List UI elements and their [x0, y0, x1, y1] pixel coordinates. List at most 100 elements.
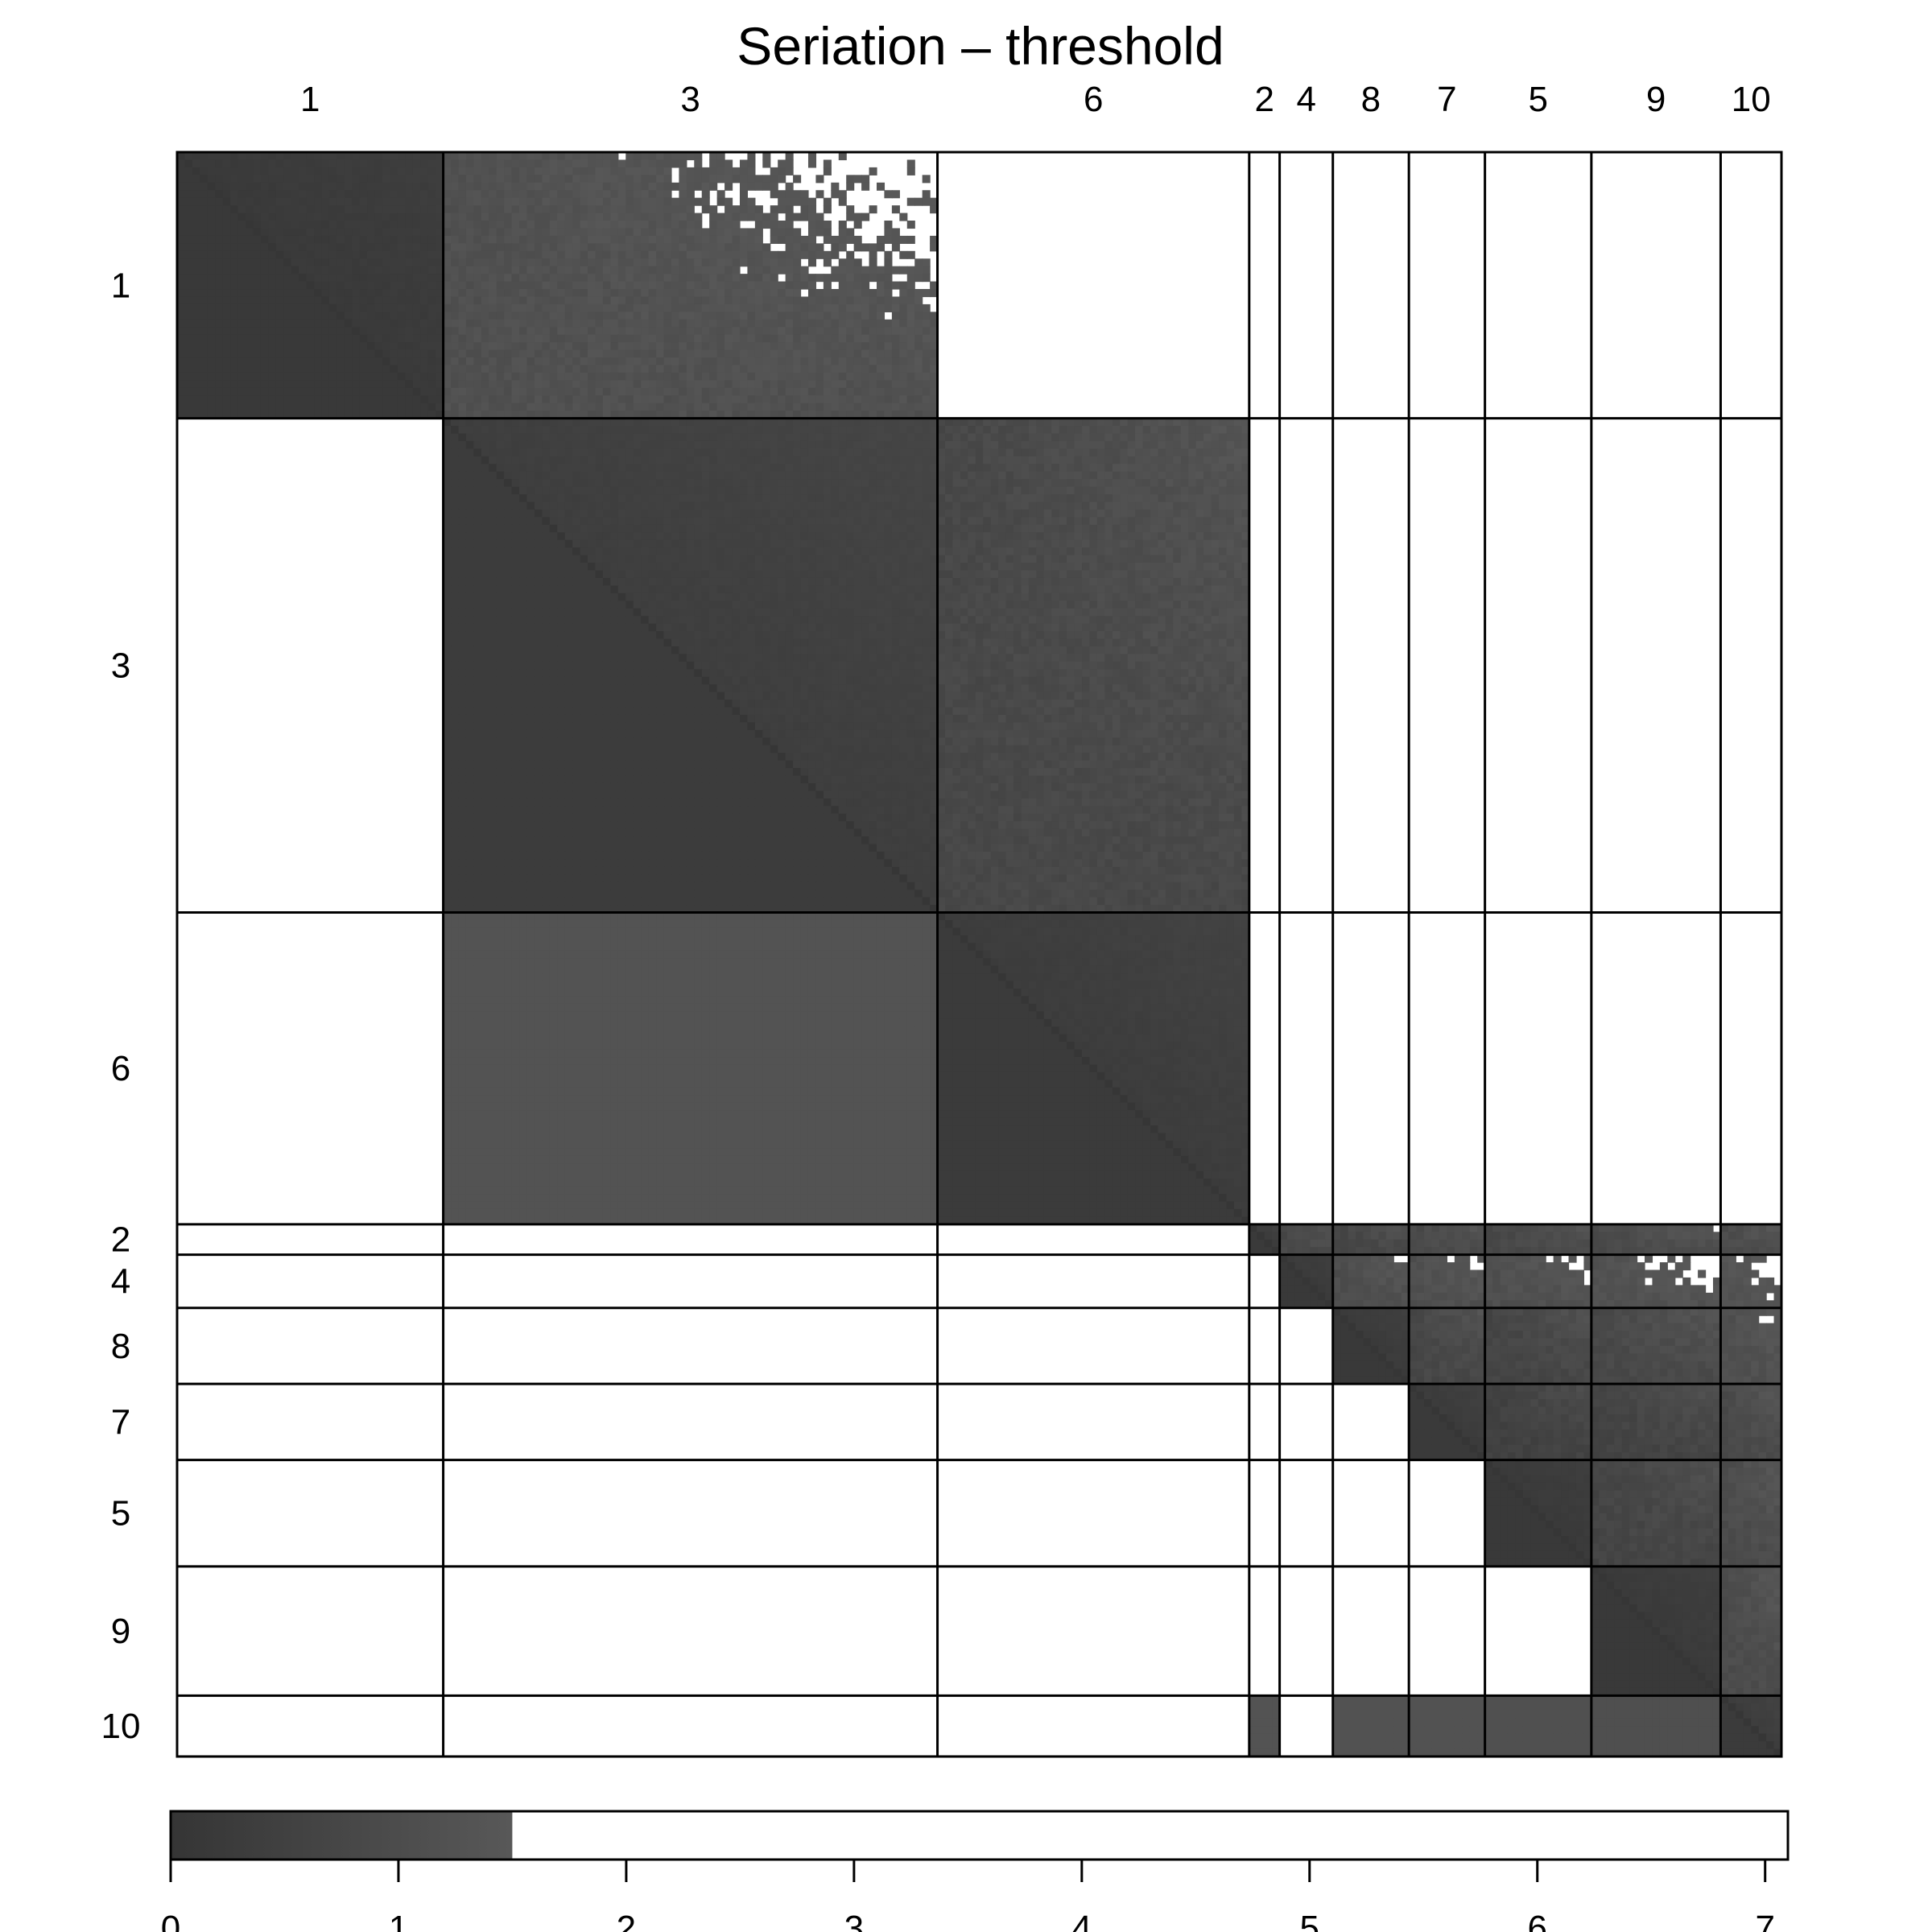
- heatmap-cell: [838, 502, 847, 510]
- heatmap-cell: [237, 197, 246, 206]
- heatmap-cell: [975, 456, 984, 464]
- heatmap-cell: [184, 380, 193, 389]
- heatmap-cell: [914, 479, 923, 488]
- heatmap-cell: [1173, 426, 1182, 435]
- heatmap-cell: [549, 281, 558, 290]
- heatmap-cell: [283, 387, 292, 396]
- heatmap-cell: [427, 159, 436, 168]
- heatmap-cell: [815, 494, 824, 503]
- heatmap-cell: [443, 190, 452, 199]
- heatmap-cell: [405, 312, 414, 320]
- heatmap-cell: [1059, 433, 1067, 442]
- heatmap-cell: [861, 319, 870, 328]
- heatmap-cell: [747, 448, 756, 457]
- heatmap-cell: [1021, 433, 1030, 442]
- heatmap-cell: [1013, 532, 1022, 541]
- heatmap-cell: [1043, 440, 1052, 449]
- heatmap-cell: [648, 387, 657, 396]
- heatmap-cell: [876, 464, 886, 473]
- heatmap-cell: [617, 433, 626, 442]
- heatmap-cell: [899, 502, 908, 510]
- heatmap-cell: [481, 167, 489, 175]
- heatmap-cell: [709, 464, 718, 473]
- heatmap-cell: [230, 221, 239, 229]
- heatmap-cell: [481, 281, 489, 290]
- heatmap-cell: [473, 517, 482, 526]
- heatmap-cell: [807, 221, 817, 229]
- heatmap-cell: [564, 395, 573, 404]
- heatmap-cell: [200, 380, 208, 389]
- heatmap-cell: [1142, 486, 1151, 495]
- heatmap-cell: [519, 205, 528, 214]
- heatmap-cell: [572, 274, 581, 283]
- heatmap-cell: [473, 221, 482, 229]
- heatmap-cell: [192, 266, 200, 275]
- heatmap-cell: [291, 349, 299, 358]
- heatmap-cell: [633, 418, 642, 427]
- heatmap-cell: [1158, 486, 1166, 495]
- heatmap-cell: [588, 266, 597, 275]
- heatmap-cell: [314, 221, 323, 229]
- heatmap-cell: [656, 479, 665, 488]
- heatmap-cell: [1165, 464, 1174, 473]
- heatmap-cell: [732, 494, 741, 503]
- heatmap-cell: [344, 349, 353, 358]
- heatmap-cell: [671, 319, 680, 328]
- heatmap-cell: [595, 456, 604, 464]
- heatmap-cell: [321, 349, 330, 358]
- heatmap-cell: [1226, 440, 1235, 449]
- heatmap-cell: [405, 303, 414, 312]
- heatmap-cell: [694, 380, 703, 389]
- heatmap-cell: [778, 190, 786, 199]
- heatmap-cell: [648, 479, 657, 488]
- heatmap-cell: [701, 433, 710, 442]
- heatmap-cell: [853, 502, 862, 510]
- heatmap-cell: [504, 190, 513, 199]
- heatmap-cell: [671, 334, 680, 343]
- heatmap-cell: [222, 250, 231, 259]
- heatmap-cell: [800, 296, 809, 305]
- heatmap-cell: [526, 221, 535, 229]
- heatmap-cell: [876, 243, 886, 252]
- heatmap-cell: [625, 342, 634, 351]
- heatmap-cell: [641, 312, 650, 320]
- heatmap-cell: [747, 402, 756, 411]
- heatmap-cell: [831, 418, 840, 427]
- heatmap-cell: [998, 426, 1007, 435]
- heatmap-cell: [451, 433, 460, 442]
- heatmap-cell: [352, 303, 361, 312]
- heatmap-cell: [869, 418, 877, 427]
- heatmap-cell: [526, 456, 535, 464]
- heatmap-cell: [906, 221, 915, 229]
- heatmap-cell: [807, 440, 817, 449]
- heatmap-cell: [686, 517, 695, 526]
- heatmap-cell: [564, 471, 573, 480]
- heatmap-cell: [831, 486, 840, 495]
- heatmap-cell: [397, 402, 406, 411]
- heatmap-cell: [1028, 433, 1037, 442]
- heatmap-cell: [595, 190, 604, 199]
- heatmap-cell: [1195, 418, 1204, 427]
- heatmap-cell: [352, 395, 361, 404]
- heatmap-cell: [1173, 433, 1182, 442]
- heatmap-cell: [549, 357, 558, 366]
- heatmap-cell: [899, 486, 908, 495]
- heatmap-cell: [519, 228, 528, 237]
- heatmap-cell: [633, 235, 642, 244]
- heatmap-cell: [716, 167, 725, 175]
- heatmap-cell: [1051, 502, 1060, 510]
- heatmap-cell: [1112, 532, 1121, 541]
- heatmap-cell: [648, 152, 657, 161]
- heatmap-cell: [412, 197, 421, 206]
- heatmap-cell: [701, 357, 710, 366]
- heatmap-cell: [275, 228, 284, 237]
- heatmap-cell: [572, 395, 581, 404]
- heatmap-cell: [588, 486, 597, 495]
- heatmap-cell: [663, 243, 672, 252]
- heatmap-cell: [625, 250, 634, 259]
- heatmap-cell: [686, 221, 695, 229]
- heatmap-cell: [952, 509, 961, 518]
- heatmap-cell: [519, 221, 528, 229]
- heatmap-cell: [1241, 494, 1250, 503]
- heatmap-cell: [489, 380, 497, 389]
